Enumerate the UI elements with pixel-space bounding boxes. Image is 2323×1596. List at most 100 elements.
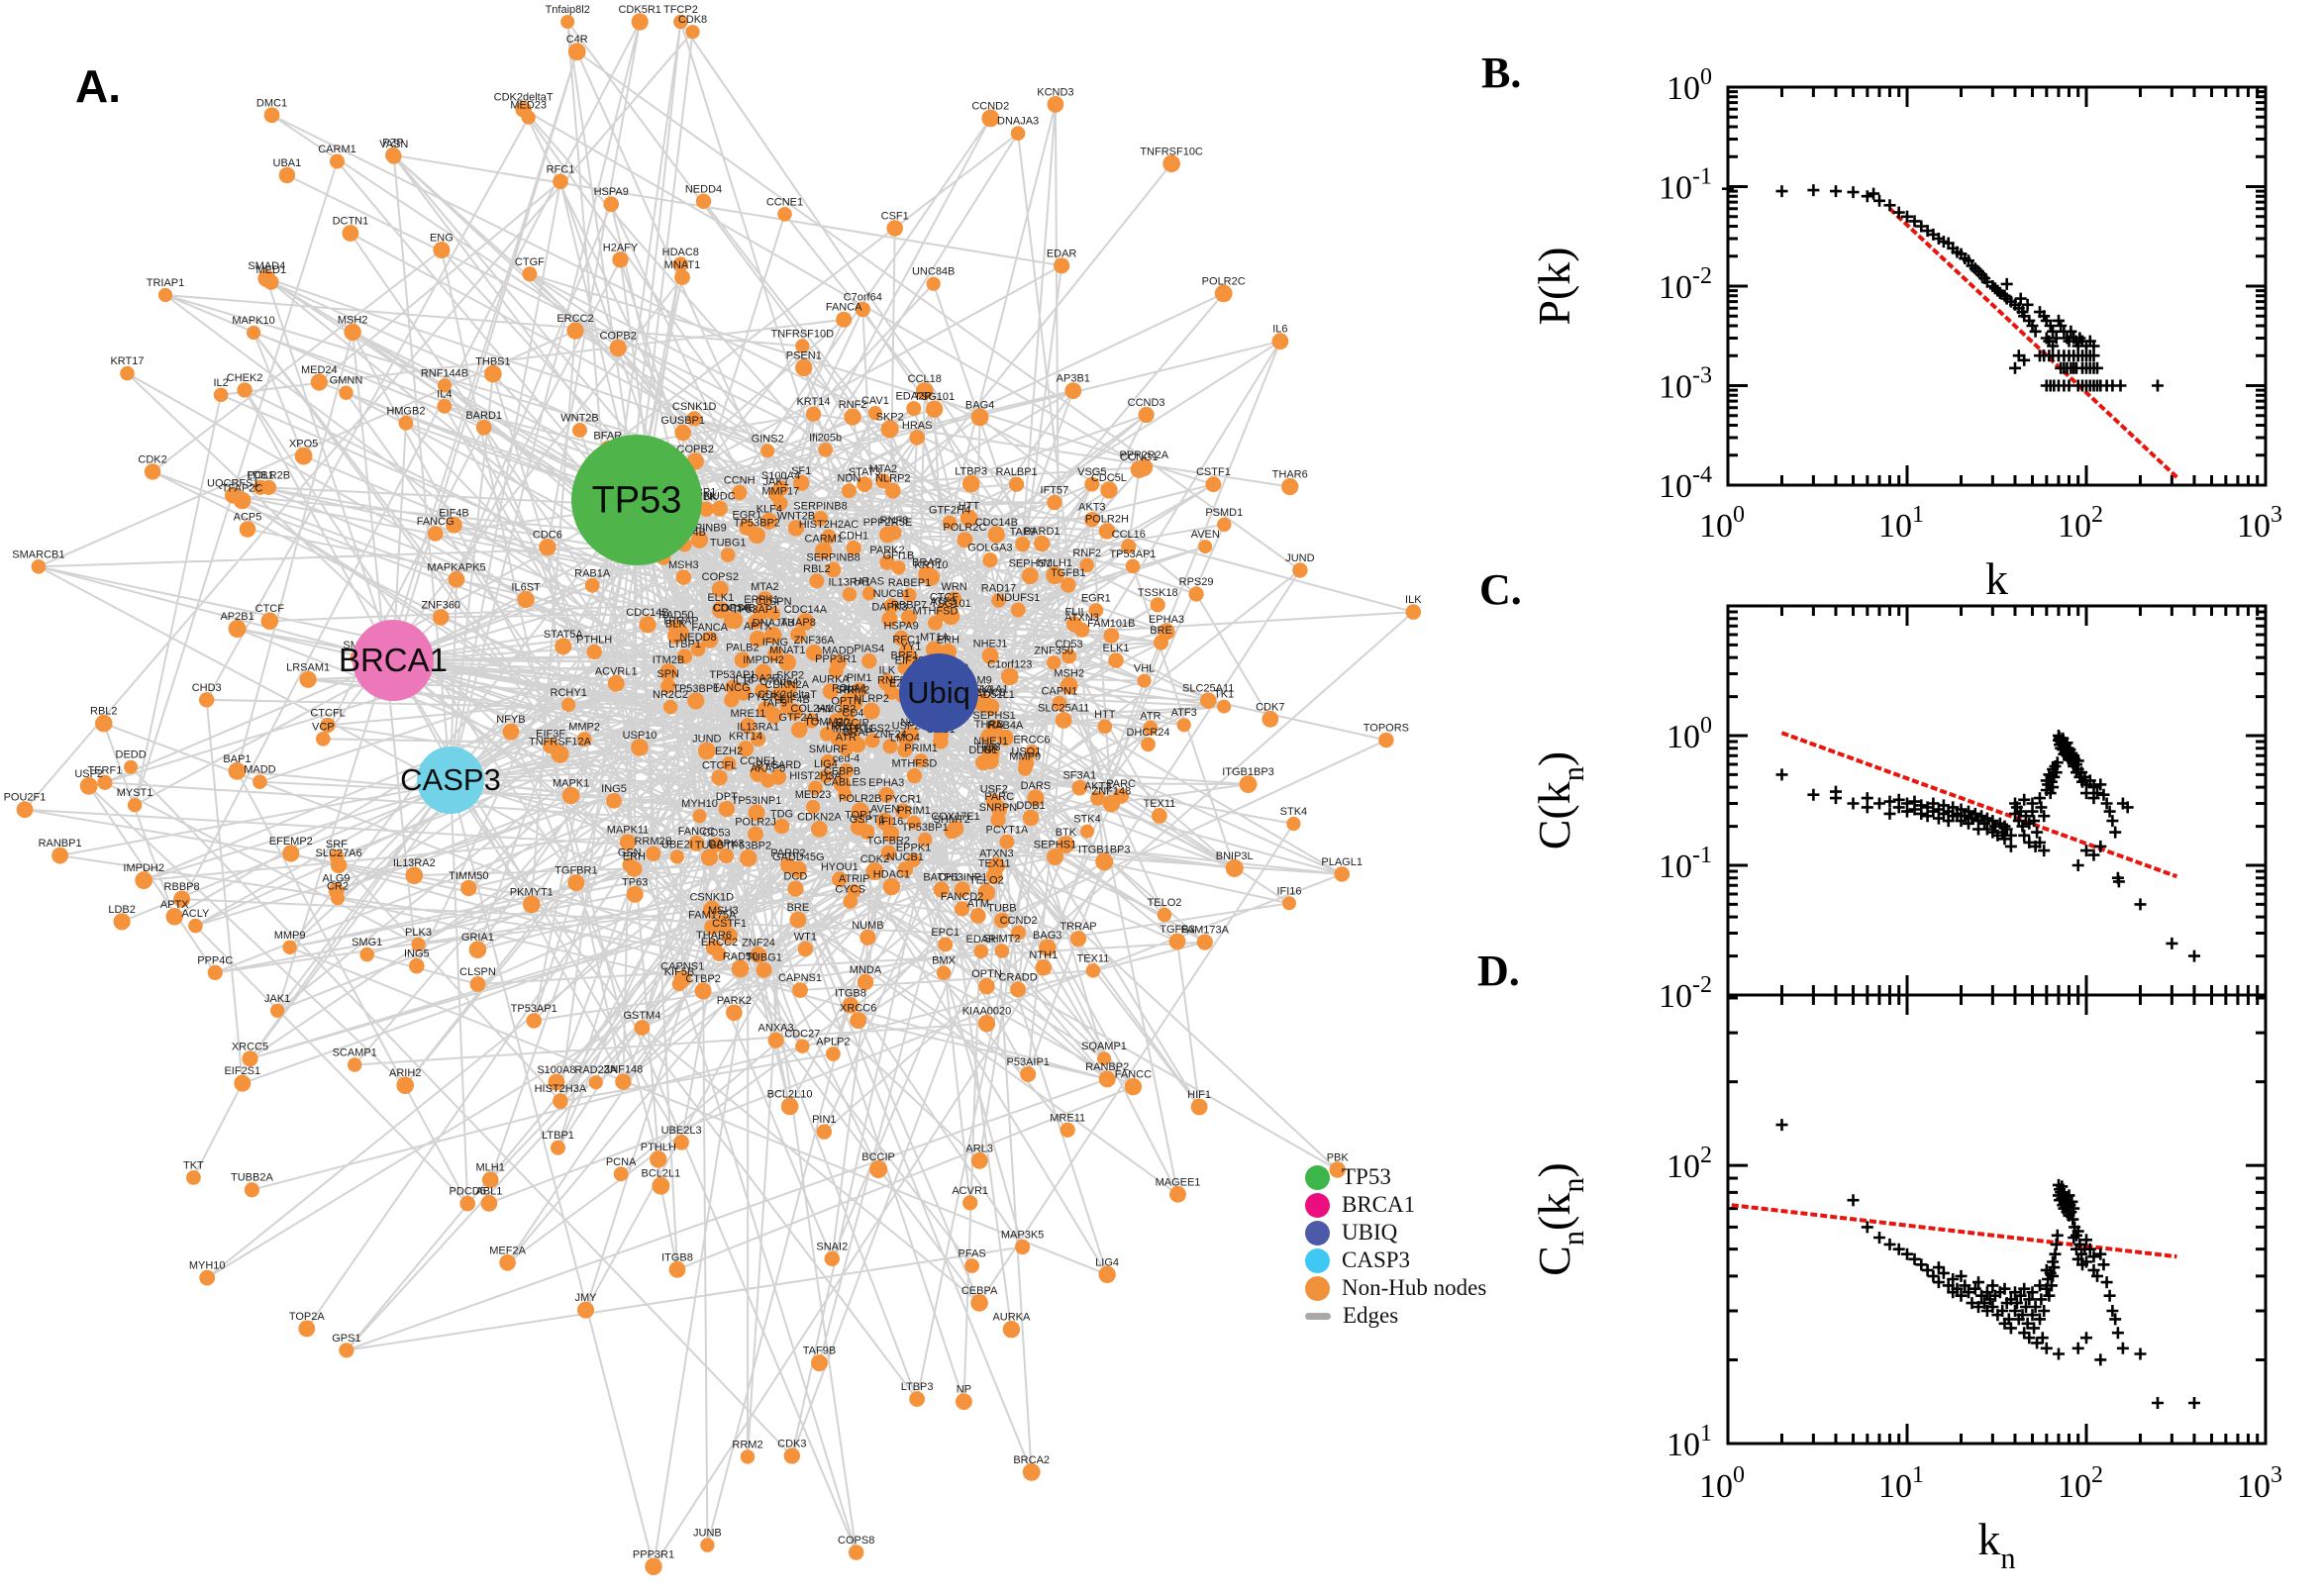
network-node-label: IL2 (213, 377, 228, 389)
network-node-label: S100A8 (537, 1064, 575, 1076)
network-node-label: IL6ST (511, 582, 541, 594)
network-node-label: RAD23A (574, 1064, 617, 1076)
tick-label: 103 (2237, 1462, 2282, 1505)
network-node (228, 620, 247, 638)
network-node (1020, 1066, 1037, 1082)
network-node-label: ZNF24 (873, 729, 907, 741)
network-node (821, 529, 837, 545)
network-node-label: CLSPN (459, 966, 496, 978)
network-node-label: GTF2A1 (778, 712, 820, 724)
network-node-label: MMP2 (568, 722, 600, 734)
scatter-points-B (1722, 182, 2164, 392)
network-node-label: SLC25A11 (1182, 683, 1234, 695)
network-node-label: DHCR24 (1126, 727, 1169, 739)
network-node-label: RBBP8 (164, 881, 200, 893)
network-node-label: TDG (770, 809, 793, 821)
network-node (260, 612, 279, 630)
network-node (773, 818, 790, 835)
network-node-label: DAPK3 (871, 601, 907, 613)
network-node-label: RPS29 (1179, 576, 1214, 588)
network-node-label: PARC (984, 791, 1014, 803)
network-node-label: ALG9 (322, 873, 350, 885)
network-node-label: TP53BP2 (734, 518, 780, 530)
network-node (1015, 1239, 1031, 1255)
network-node (850, 1012, 867, 1030)
network-node-label: STAT3 (849, 466, 881, 478)
network-node (1095, 852, 1114, 871)
network-node-label: EDAR (1047, 248, 1077, 259)
network-node (320, 717, 336, 734)
network-node-label: PFAS (959, 1248, 986, 1260)
network-node (97, 774, 113, 790)
network-node-label: KRT17 (110, 355, 144, 367)
network-node-label: MSH3 (668, 559, 699, 571)
network-node-label: RBBP7 (891, 599, 927, 611)
network-node-label: MED23 (510, 100, 547, 112)
network-node (901, 609, 917, 626)
network-node-label: RRM2 (839, 685, 869, 697)
hub-node-label-casp3: CASP3 (400, 762, 501, 797)
network-node-label: BTK (1056, 827, 1077, 839)
network-node (634, 1020, 651, 1036)
network-node-label: IFNG (762, 637, 788, 648)
network-node-label: MT1A (920, 632, 950, 644)
network-node-label: NLRP2 (854, 693, 888, 705)
network-node (721, 927, 738, 945)
network-node-label: POU2F1 (4, 792, 47, 804)
network-node-label: CDC14B (713, 602, 756, 614)
network-node (199, 1269, 216, 1286)
network-node (144, 463, 161, 480)
network-node-label: GSTM4 (623, 1010, 660, 1022)
network-node (199, 692, 215, 708)
network-node-label: MMP9 (1009, 751, 1041, 763)
network-node (859, 824, 875, 840)
network-node-label: GRIA1 (461, 932, 494, 944)
network-node (933, 881, 950, 898)
network-node-label: FANCC (678, 826, 715, 838)
network-node-label: CDK2 (138, 453, 166, 465)
network-node-label: GUSBP1 (660, 415, 705, 427)
network-node (999, 834, 1015, 849)
network-node (339, 385, 354, 400)
network-node (228, 761, 247, 780)
network-node (668, 619, 684, 636)
network-node-label: ACVR1 (952, 1185, 988, 1197)
network-node-label: TK1 (1214, 689, 1234, 701)
network-node (673, 1135, 689, 1150)
network-node-label: TELO2 (969, 874, 1004, 886)
network-node (805, 406, 822, 422)
network-node (909, 430, 925, 446)
network-node-label: C7orf64 (759, 676, 798, 688)
network-node-label: PYCR1 (885, 794, 922, 806)
network-node-label: MAPK11 (833, 724, 875, 736)
network-node (1084, 512, 1100, 528)
network-node-label: PPP3R1 (633, 1548, 674, 1560)
network-node-label: GSN (618, 848, 642, 859)
tick-label: 103 (2237, 502, 2282, 545)
network-node-label: TOPORS (1364, 723, 1409, 735)
network-node (830, 731, 847, 747)
network-node (1035, 958, 1053, 976)
network-node-label: Ifi205b (809, 432, 842, 444)
network-node-label: CTCF (930, 592, 960, 604)
network-node-label: CSNK1D (672, 401, 717, 413)
network-node (957, 532, 973, 549)
legend-item-label: UBIQ (1342, 1220, 1398, 1245)
network-node (805, 644, 823, 661)
network-node (1225, 858, 1244, 877)
network-node-label: FANCA (826, 302, 862, 314)
network-node-label: DARS (1021, 780, 1052, 792)
network-node-label: MAPK10 (232, 315, 274, 327)
network-node (942, 515, 958, 530)
network-node (882, 739, 898, 754)
network-node-label: CCNE1 (740, 755, 776, 767)
network-node-label: DDB1 (1016, 800, 1045, 812)
network-node-label: CCL18 (908, 373, 942, 385)
network-node-label: TP53BP2 (725, 841, 771, 852)
network-node-label: NDUFS1 (996, 592, 1040, 604)
network-node-label: CDC6 (533, 530, 562, 542)
network-node-label: SERPINB8 (793, 501, 847, 513)
network-node-label: ARL3 (965, 1143, 993, 1154)
network-node-label: TGFB1 (1051, 567, 1085, 579)
network-node-label: TSG101 (914, 391, 955, 403)
